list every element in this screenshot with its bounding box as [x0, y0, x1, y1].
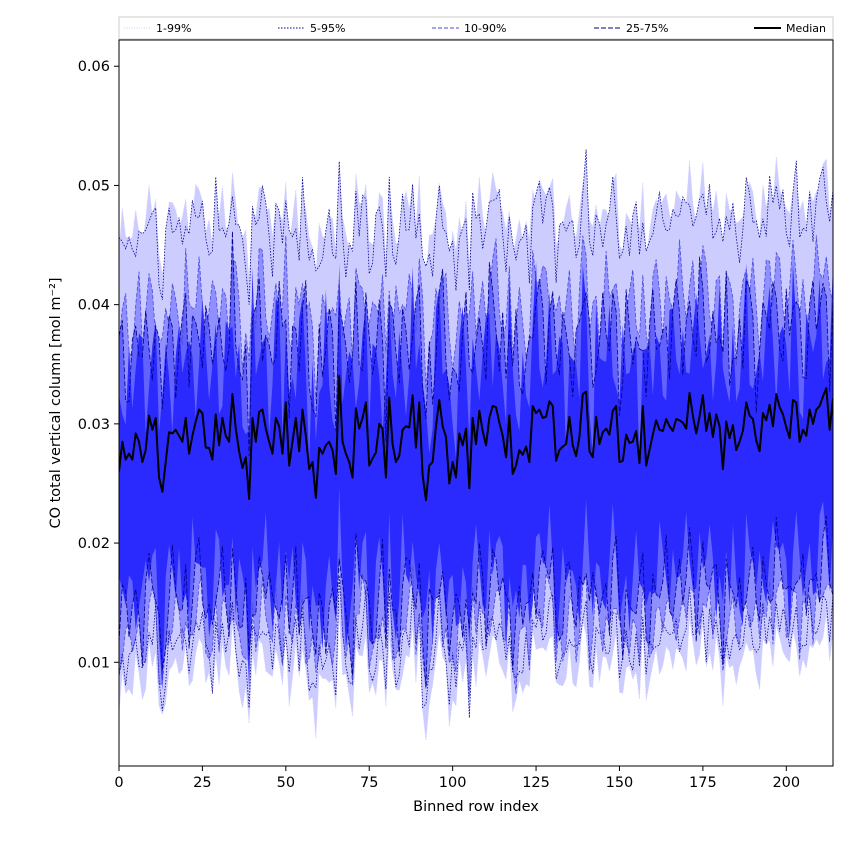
- y-tick-label-0: 0.01: [78, 655, 110, 671]
- band-lower-line-3: [119, 515, 833, 688]
- y-tick-label-3: 0.04: [78, 298, 110, 314]
- x-tick-label-8: 200: [772, 775, 800, 791]
- x-tick-label-0: 0: [114, 775, 123, 791]
- x-tick-label-3: 75: [360, 775, 378, 791]
- plot-frame: [118, 39, 834, 767]
- x-tick-label-7: 175: [689, 775, 717, 791]
- x-axis-label: Binned row index: [413, 799, 539, 815]
- legend-label-0: 1-99%: [156, 22, 191, 35]
- legend-label-1: 5-95%: [310, 22, 345, 35]
- band-upper-line-3: [119, 231, 833, 456]
- legend-label-2: 10-90%: [464, 22, 506, 35]
- x-tick-label-5: 125: [522, 775, 550, 791]
- median-line: [119, 375, 833, 502]
- legend-label-4: Median: [786, 22, 826, 35]
- percentile-bands: [119, 149, 833, 741]
- band-lower-line-1: [119, 575, 833, 718]
- median-series: [119, 375, 833, 502]
- x-tick-label-1: 25: [193, 775, 211, 791]
- x-tick-label-2: 50: [277, 775, 295, 791]
- legend-box: [118, 16, 834, 40]
- y-axis-label: CO total vertical column [mol m⁻²]: [48, 277, 64, 528]
- y-tick-label-5: 0.06: [78, 59, 110, 75]
- x-tick-label-6: 150: [606, 775, 634, 791]
- y-tick-label-1: 0.02: [78, 536, 110, 552]
- legend: 1-99% 5-95% 10-90% 25-75% Median: [118, 16, 834, 40]
- legend-label-3: 25-75%: [626, 22, 668, 35]
- percentile-band-lines: [119, 149, 833, 741]
- x-axis: 0 25 50 75 100 125 150 175 200: [114, 766, 800, 791]
- y-tick-label-4: 0.05: [78, 178, 110, 194]
- y-tick-label-2: 0.03: [78, 417, 110, 433]
- band-upper-line-2: [119, 235, 833, 401]
- y-axis: 0.01 0.02 0.03 0.04 0.05 0.06: [78, 59, 119, 671]
- x-tick-label-4: 100: [439, 775, 467, 791]
- band-lower-line-2: [119, 553, 833, 697]
